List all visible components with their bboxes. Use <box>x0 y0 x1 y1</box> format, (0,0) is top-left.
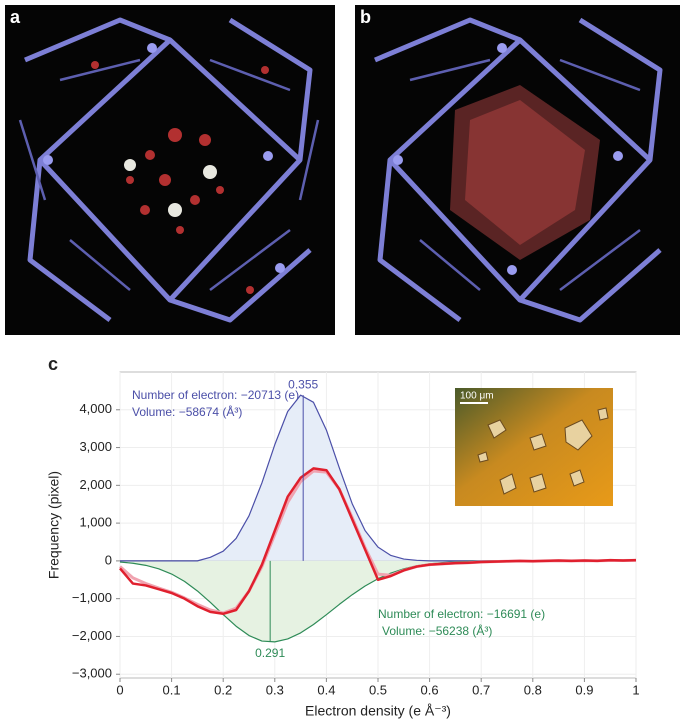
x-tick-label: 0.9 <box>575 682 593 697</box>
peak-label: 0.291 <box>255 646 285 660</box>
x-tick-label: 1 <box>632 682 639 697</box>
peak-label: 0.355 <box>288 377 318 391</box>
x-tick-label: 0 <box>116 682 123 697</box>
panel-label: b <box>360 7 371 27</box>
y-tick-label: −3,000 <box>72 666 112 681</box>
y-tick-label: 4,000 <box>79 401 112 416</box>
panel-a-image <box>5 5 335 335</box>
x-tick-label: 0.8 <box>524 682 542 697</box>
panel-label: c <box>48 354 58 374</box>
x-tick-label: 0.4 <box>317 682 335 697</box>
inset-scale-label: 100 μm <box>460 391 494 402</box>
x-tick-label: 0.1 <box>163 682 181 697</box>
panel-label: a <box>10 7 21 27</box>
annotation: Number of electron: −20713 (e) <box>132 388 299 402</box>
y-tick-label: 2,000 <box>79 477 112 492</box>
x-tick-label: 0.5 <box>369 682 387 697</box>
area <box>120 560 636 642</box>
x-axis-title: Electron density (e Å⁻³) <box>305 703 451 719</box>
x-tick-label: 0.2 <box>214 682 232 697</box>
y-tick-label: 0 <box>105 552 112 567</box>
annotation: Number of electron: −16691 (e) <box>378 607 545 621</box>
x-tick-label: 0.3 <box>266 682 284 697</box>
plot: 0 0.1 0.2 0.3 0.4 0.5 0.6 0.7 0.8 0.9 1 −3,000 −2,00… <box>46 371 640 719</box>
x-tick-label: 0.7 <box>472 682 490 697</box>
annotation: Volume: −58674 (Å³) <box>132 404 242 419</box>
area <box>120 395 636 561</box>
y-tick-label: 3,000 <box>79 439 112 454</box>
y-tick-label: −1,000 <box>72 590 112 605</box>
panel-b-image <box>355 5 680 335</box>
line <box>119 467 637 616</box>
inset-photo <box>455 388 613 506</box>
y-tick-label: 1,000 <box>79 515 112 530</box>
y-axis-title: Frequency (pixel) <box>46 471 62 579</box>
x-tick-label: 0.6 <box>421 682 439 697</box>
y-tick-label: −2,000 <box>72 628 112 643</box>
annotation: Volume: −56238 (Å³) <box>382 623 492 638</box>
